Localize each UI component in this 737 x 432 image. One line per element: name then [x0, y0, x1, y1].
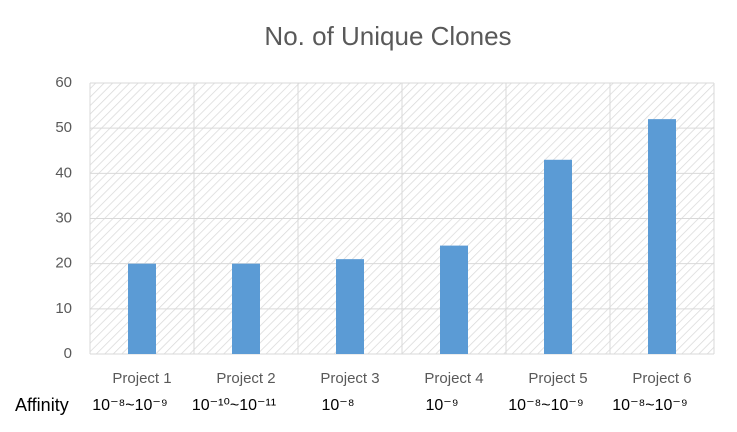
row-value: 10⁻⁸ — [322, 397, 355, 414]
x-tick-label: Project 6 — [632, 370, 691, 387]
x-tick-label: Project 2 — [216, 370, 275, 387]
row-value: 10⁻⁸~10⁻⁹ — [612, 397, 687, 414]
y-tick-label: 10 — [55, 300, 72, 317]
row-value: 10⁻⁹ — [425, 397, 458, 414]
row-value: 10⁻¹⁰~10⁻¹¹ — [192, 397, 276, 414]
x-tick-label: Project 1 — [112, 370, 171, 387]
row-value: 10⁻⁸~10⁻⁹ — [92, 397, 167, 414]
chart-title: No. of Unique Clones — [264, 21, 511, 51]
row-label: Affinity — [15, 395, 69, 415]
bar — [440, 245, 468, 354]
x-tick-label: Project 4 — [424, 370, 483, 387]
bar — [544, 159, 572, 354]
y-tick-label: 60 — [55, 74, 72, 91]
y-tick-label: 40 — [55, 164, 72, 181]
y-tick-label: 50 — [55, 119, 72, 136]
bar — [128, 263, 156, 354]
y-tick-label: 30 — [55, 209, 72, 226]
x-tick-label: Project 3 — [320, 370, 379, 387]
bar — [336, 259, 364, 354]
x-tick-label: Project 5 — [528, 370, 587, 387]
bar — [232, 263, 260, 354]
y-tick-label: 20 — [55, 255, 72, 272]
bar — [648, 119, 676, 354]
y-tick-label: 0 — [64, 345, 72, 362]
row-value: 10⁻⁸~10⁻⁹ — [508, 397, 583, 414]
